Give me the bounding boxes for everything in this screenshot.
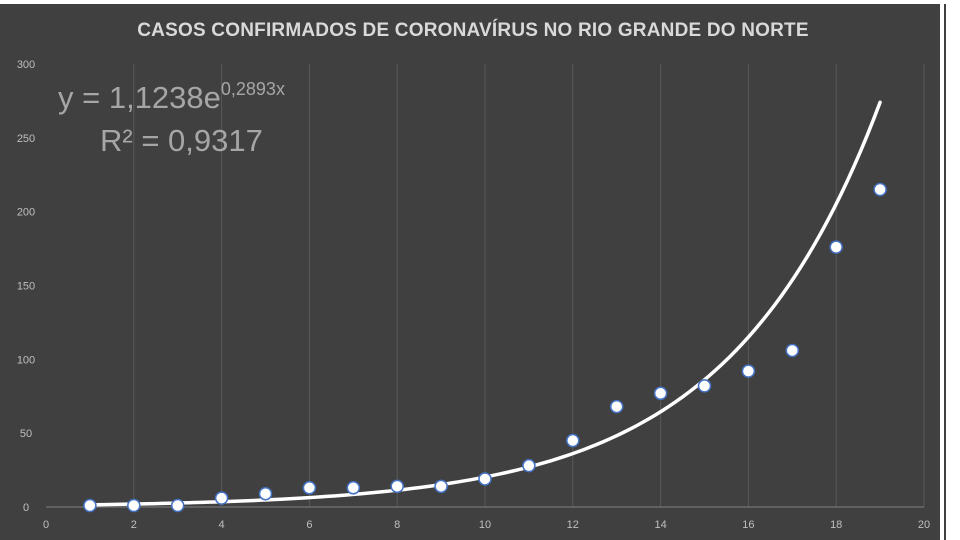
top-border [0,0,946,4]
right-border [940,0,944,540]
data-point [785,343,800,358]
data-point [170,498,185,513]
y-tick-label: 150 [17,281,35,293]
data-point [829,240,843,254]
data-point [390,479,404,494]
y-tick-label: 300 [17,59,35,71]
data-point [566,433,580,448]
data-point [609,399,624,414]
data-point [873,182,887,197]
y-tick-label: 250 [17,133,35,145]
x-tick-label: 12 [567,519,579,531]
data-point [434,479,448,494]
data-point [127,498,141,513]
trendline-equation: y = 1,1238e0,2893x [58,79,285,115]
x-tick-label: 2 [131,519,137,531]
data-point [697,379,712,393]
x-tick-label: 20 [918,519,930,531]
data-point [258,486,273,501]
x-tick-label: 0 [43,519,49,531]
x-tick-label: 6 [306,519,312,531]
x-tick-label: 10 [479,519,491,531]
data-point [346,481,361,495]
x-tick-label: 14 [654,519,666,531]
x-tick-label: 16 [742,519,754,531]
chart-title: CASOS CONFIRMADOS DE CORONAVÍRUS NO RIO … [137,20,809,41]
y-tick-label: 50 [20,428,32,440]
y-tick-label: 200 [17,207,35,219]
data-point [741,364,756,378]
data-point [653,386,668,401]
data-point [522,458,536,473]
y-tick-label: 100 [17,354,35,366]
data-point [83,498,97,513]
x-tick-label: 4 [219,519,225,531]
r-squared-label: R² = 0,9317 [100,123,263,158]
x-tick-label: 8 [394,519,400,531]
data-point [302,481,317,495]
y-tick-label: 0 [23,502,29,514]
data-point [478,472,492,486]
x-tick-label: 18 [830,519,842,531]
data-point [214,491,229,505]
